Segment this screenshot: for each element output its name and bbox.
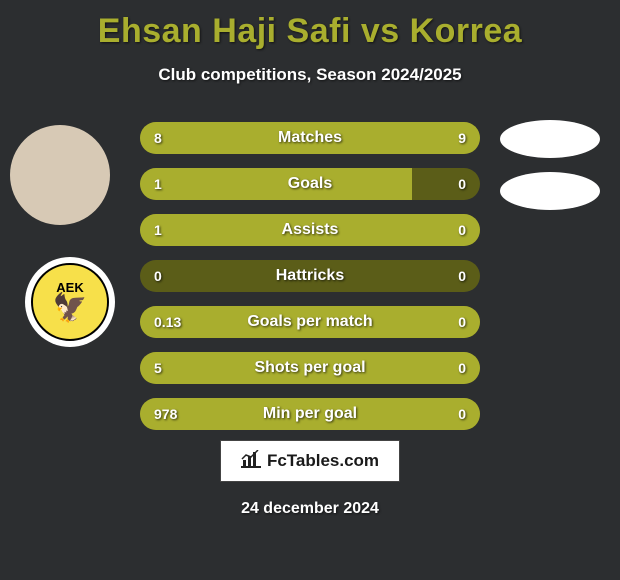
stat-label: Matches — [140, 122, 480, 154]
stat-label: Hattricks — [140, 260, 480, 292]
player2-avatar-placeholder — [500, 120, 600, 158]
club-badge-inner: AEK 🦅 — [31, 263, 109, 341]
stat-label: Goals per match — [140, 306, 480, 338]
stat-label: Min per goal — [140, 398, 480, 430]
player1-club-badge: AEK 🦅 — [25, 257, 115, 347]
chart-icon — [241, 450, 261, 473]
stat-row: 10Goals — [140, 168, 480, 200]
stat-row: 89Matches — [140, 122, 480, 154]
date-caption: 24 december 2024 — [0, 500, 620, 518]
subtitle: Club competitions, Season 2024/2025 — [0, 65, 620, 85]
stat-label: Goals — [140, 168, 480, 200]
fctables-logo: FcTables.com — [220, 440, 400, 482]
stat-row: 50Shots per goal — [140, 352, 480, 384]
logo-text: FcTables.com — [267, 451, 379, 471]
player1-avatar — [10, 125, 110, 225]
player2-club-placeholder — [500, 172, 600, 210]
stat-row: 10Assists — [140, 214, 480, 246]
stats-container: 89Matches 10Goals 10Assists 00Hattricks 0.13… — [140, 122, 480, 444]
eagle-icon: 🦅 — [53, 294, 88, 322]
stat-label: Shots per goal — [140, 352, 480, 384]
stat-row: 00Hattricks — [140, 260, 480, 292]
stat-row: 0.130Goals per match — [140, 306, 480, 338]
stat-row: 9780Min per goal — [140, 398, 480, 430]
stat-label: Assists — [140, 214, 480, 246]
page-title: Ehsan Haji Safi vs Korrea — [0, 0, 620, 51]
